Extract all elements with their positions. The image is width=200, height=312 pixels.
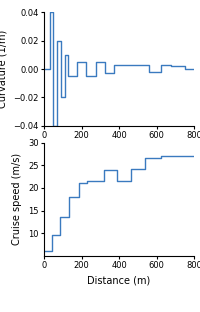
Text: (a) Road curvature: (a) Road curvature	[60, 184, 178, 197]
X-axis label: Distance (m): Distance (m)	[87, 146, 151, 156]
Y-axis label: Curvature (1/m): Curvature (1/m)	[0, 30, 8, 108]
X-axis label: Distance (m): Distance (m)	[87, 276, 151, 286]
Y-axis label: Cruise speed (m/s): Cruise speed (m/s)	[12, 153, 22, 245]
